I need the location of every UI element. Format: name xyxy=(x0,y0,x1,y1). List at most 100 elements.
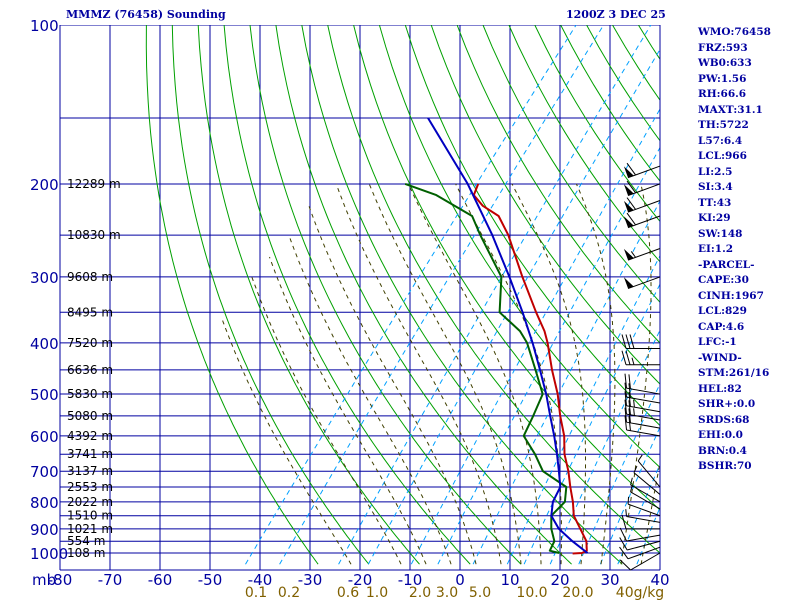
sounding-series xyxy=(404,117,589,555)
mixing-ratio-line xyxy=(437,146,660,565)
height-label: 554 m xyxy=(67,534,105,548)
wind-barb xyxy=(621,350,660,366)
pressure-tick-label: 600 xyxy=(30,428,59,446)
mixing-ratio-line xyxy=(506,254,660,565)
parcel-line xyxy=(427,117,589,554)
index-item: TH:5722 xyxy=(698,119,749,131)
temperature-tick-label: -10 xyxy=(398,571,423,589)
wind-barb xyxy=(623,180,661,197)
index-item: LCL:829 xyxy=(698,305,747,317)
dry-adiabat xyxy=(404,25,660,427)
mixing-ratio-line xyxy=(367,48,660,565)
temperature-tick-label: 30 xyxy=(600,571,619,589)
index-item: MAXT:31.1 xyxy=(698,103,763,116)
wind-barb xyxy=(619,537,661,551)
wind-barb xyxy=(619,546,661,560)
height-label: 7520 m xyxy=(67,336,113,350)
mixing-ratio-label: 3.0 xyxy=(436,585,458,600)
index-item: SI:3.4 xyxy=(698,181,733,193)
wind-barb xyxy=(621,334,660,350)
index-item: SHR+:0.0 xyxy=(698,398,756,410)
wind-barb xyxy=(623,162,661,179)
mixing-ratio-label: 40g/kg xyxy=(616,585,664,600)
isobar-isotherm-grid xyxy=(60,25,660,570)
mixing-ratio-label: 10.0 xyxy=(516,585,547,600)
index-item: EI:1.2 xyxy=(698,243,734,255)
temperature-tick-label: -60 xyxy=(148,571,173,589)
pressure-tick-label: 900 xyxy=(30,521,59,539)
index-item: WB0:633 xyxy=(698,57,752,69)
moist-adiabat xyxy=(288,234,452,565)
index-item: LI:2.5 xyxy=(698,165,733,178)
index-item: HEL:82 xyxy=(698,382,742,395)
dry-adiabat xyxy=(353,25,660,511)
dry-adiabat xyxy=(508,25,660,263)
dry-adiabat xyxy=(327,25,660,554)
moist-adiabat xyxy=(640,459,660,565)
moist-adiabat xyxy=(221,318,352,565)
height-label: 9608 m xyxy=(67,270,113,284)
wind-barb xyxy=(624,382,661,404)
dry-adiabat xyxy=(145,25,319,565)
pressure-tick-label: 100 xyxy=(30,17,59,35)
index-item: KI:29 xyxy=(698,212,731,224)
wind-barb xyxy=(633,465,661,495)
wind-barb xyxy=(624,415,661,437)
index-item: L57:6.4 xyxy=(698,134,743,147)
wind-barb xyxy=(623,212,661,229)
index-item: EHI:0.0 xyxy=(698,429,743,441)
chart-title: MMMZ (76458) Sounding xyxy=(66,8,226,21)
moist-adiabat xyxy=(620,183,652,565)
height-label: 10830 m xyxy=(67,228,121,242)
mixing-ratio-label: 5.0 xyxy=(469,585,491,600)
height-label: 4392 m xyxy=(67,429,113,443)
dry-adiabat xyxy=(301,25,623,565)
wind-barb xyxy=(624,399,661,421)
wind-barb xyxy=(624,391,661,413)
indices-panel: WMO:76458 FRZ:593 WB0:633 PW:1.56 RH:66.6 MAX… xyxy=(698,25,800,475)
pressure-tick-label: 300 xyxy=(30,269,59,287)
dewpoint-line xyxy=(404,182,568,554)
index-item: FRZ:593 xyxy=(698,41,748,54)
temperature-tick-label: -40 xyxy=(248,571,273,589)
index-item: CAPE:30 xyxy=(698,274,749,286)
pressure-tick-label: 500 xyxy=(30,386,59,404)
wind-barb xyxy=(623,276,661,290)
wind-barbs xyxy=(619,162,661,571)
height-label: 2022 m xyxy=(67,495,113,509)
index-item: LCL:966 xyxy=(698,150,747,162)
dry-adiabat xyxy=(482,25,660,304)
height-label: 3741 m xyxy=(67,447,113,461)
wind-barb xyxy=(619,552,661,571)
mixing-ratio-label: 0.2 xyxy=(278,585,300,600)
moist-adiabat xyxy=(575,183,616,565)
dry-adiabat xyxy=(275,25,572,565)
dry-adiabat xyxy=(223,25,471,565)
index-item: CINH:1967 xyxy=(698,289,764,302)
moist-adiabat xyxy=(511,183,586,565)
wind-barb xyxy=(619,527,661,542)
wind-barb xyxy=(623,248,661,261)
index-item: SW:148 xyxy=(698,227,743,240)
wind-barb xyxy=(621,514,660,530)
dry-adiabat xyxy=(197,25,420,565)
height-label: 1021 m xyxy=(67,522,113,536)
mixing-ratio-line xyxy=(338,25,652,565)
mixing-ratio-line xyxy=(578,382,660,565)
pressure-tick-label: 800 xyxy=(30,494,59,512)
plot-frame xyxy=(59,25,661,571)
height-label: 1510 m xyxy=(67,509,113,523)
mixing-ratio-line xyxy=(245,25,577,565)
mixing-ratio-line xyxy=(599,425,660,565)
pressure-tick-label: 200 xyxy=(30,176,59,194)
height-label: 5080 m xyxy=(67,409,113,423)
adiabat-lines xyxy=(145,25,660,565)
index-item: STM:261/16 xyxy=(698,367,770,379)
moist-adiabat xyxy=(251,276,402,565)
wind-barb xyxy=(623,197,661,213)
index-item: RH:66.6 xyxy=(698,88,747,100)
temperature-tick-label: 20 xyxy=(550,571,569,589)
wind-barb xyxy=(625,509,661,523)
